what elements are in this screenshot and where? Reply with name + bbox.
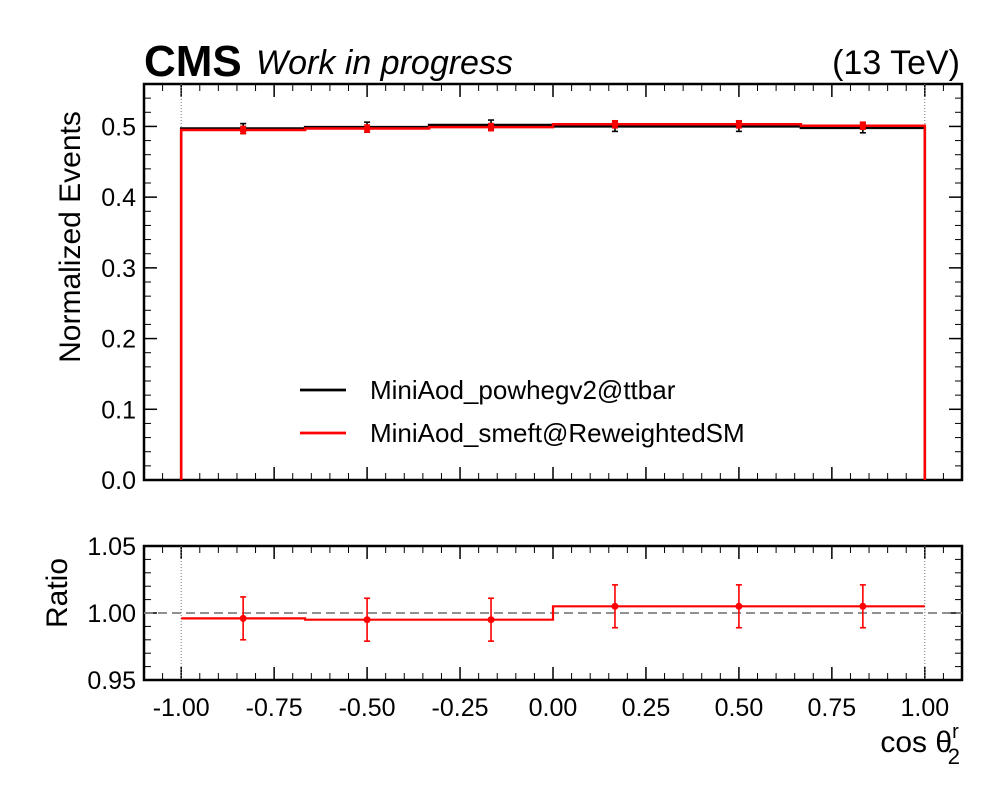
experiment-label: CMS — [144, 37, 242, 86]
ratio-series-point — [239, 614, 247, 622]
legend: MiniAod_powhegv2@ttbar MiniAod_smeft@Rewe… — [300, 375, 745, 448]
x-tick-label: 0.00 — [529, 694, 578, 722]
smeft-series-point — [611, 120, 619, 128]
x-axis-title-sub: 2 — [948, 744, 960, 769]
ratio-ticks: -1.00 -0.75 -0.50 -0.25 0.00 0.25 0.50 0.75 1.00… — [87, 533, 962, 722]
main-y-tick-label: 0.3 — [101, 255, 136, 283]
main-ticks: 0.0 0.1 0.2 0.3 0.4 0.5 — [101, 84, 962, 495]
x-tick-label: -0.50 — [339, 694, 396, 722]
legend-label-1: MiniAod_smeft@ReweightedSM — [370, 418, 745, 448]
ratio-series — [181, 584, 925, 642]
status-label: Work in progress — [256, 44, 513, 82]
x-tick-label: 0.75 — [808, 694, 857, 722]
ratio-series-point — [611, 602, 619, 610]
x-axis-title: cos θr 2 — [880, 721, 960, 769]
main-series — [179, 119, 927, 480]
smeft-series-point — [859, 122, 867, 130]
x-tick-label: 0.50 — [715, 694, 764, 722]
ratio-series-point — [735, 602, 743, 610]
ratio-series-point — [487, 616, 495, 624]
ratio-y-tick-label: 1.05 — [87, 533, 136, 561]
main-y-tick-label: 0.1 — [101, 396, 136, 424]
main-y-tick-label: 0.0 — [101, 467, 136, 495]
smeft-series-point — [487, 123, 495, 131]
ratio-series-point — [859, 602, 867, 610]
main-y-tick-label: 0.4 — [101, 184, 136, 212]
smeft-series-point — [735, 120, 743, 128]
main-panel: 0.0 0.1 0.2 0.3 0.4 0.5 Normalized Events Min… — [54, 82, 964, 495]
ratio-series-point — [363, 616, 371, 624]
smeft-series-point — [239, 126, 247, 134]
smeft-series-line — [179, 123, 927, 480]
x-tick-label: -0.25 — [432, 694, 489, 722]
main-y-tick-label: 0.2 — [101, 326, 136, 354]
legend-label-0: MiniAod_powhegv2@ttbar — [370, 375, 676, 405]
x-tick-label: 1.00 — [900, 694, 949, 722]
ratio-y-tick-label: 0.95 — [87, 667, 136, 695]
main-y-axis-title: Normalized Events — [54, 111, 87, 363]
main-y-tick-label: 0.5 — [101, 113, 136, 141]
ratio-panel: -1.00 -0.75 -0.50 -0.25 0.00 0.25 0.50 0.75 1.00… — [41, 533, 964, 769]
x-axis-title-sup: r — [952, 721, 959, 743]
energy-label: (13 TeV) — [832, 44, 960, 82]
x-axis-title-main: cos θ — [880, 726, 952, 759]
ratio-y-axis-title: Ratio — [41, 558, 74, 628]
x-tick-label: 0.25 — [622, 694, 671, 722]
ratio-series-line — [181, 605, 925, 621]
x-tick-label: -0.75 — [246, 694, 303, 722]
x-tick-label: -1.00 — [153, 694, 210, 722]
smeft-series-point — [363, 125, 371, 133]
ratio-y-tick-label: 1.00 — [87, 600, 136, 628]
